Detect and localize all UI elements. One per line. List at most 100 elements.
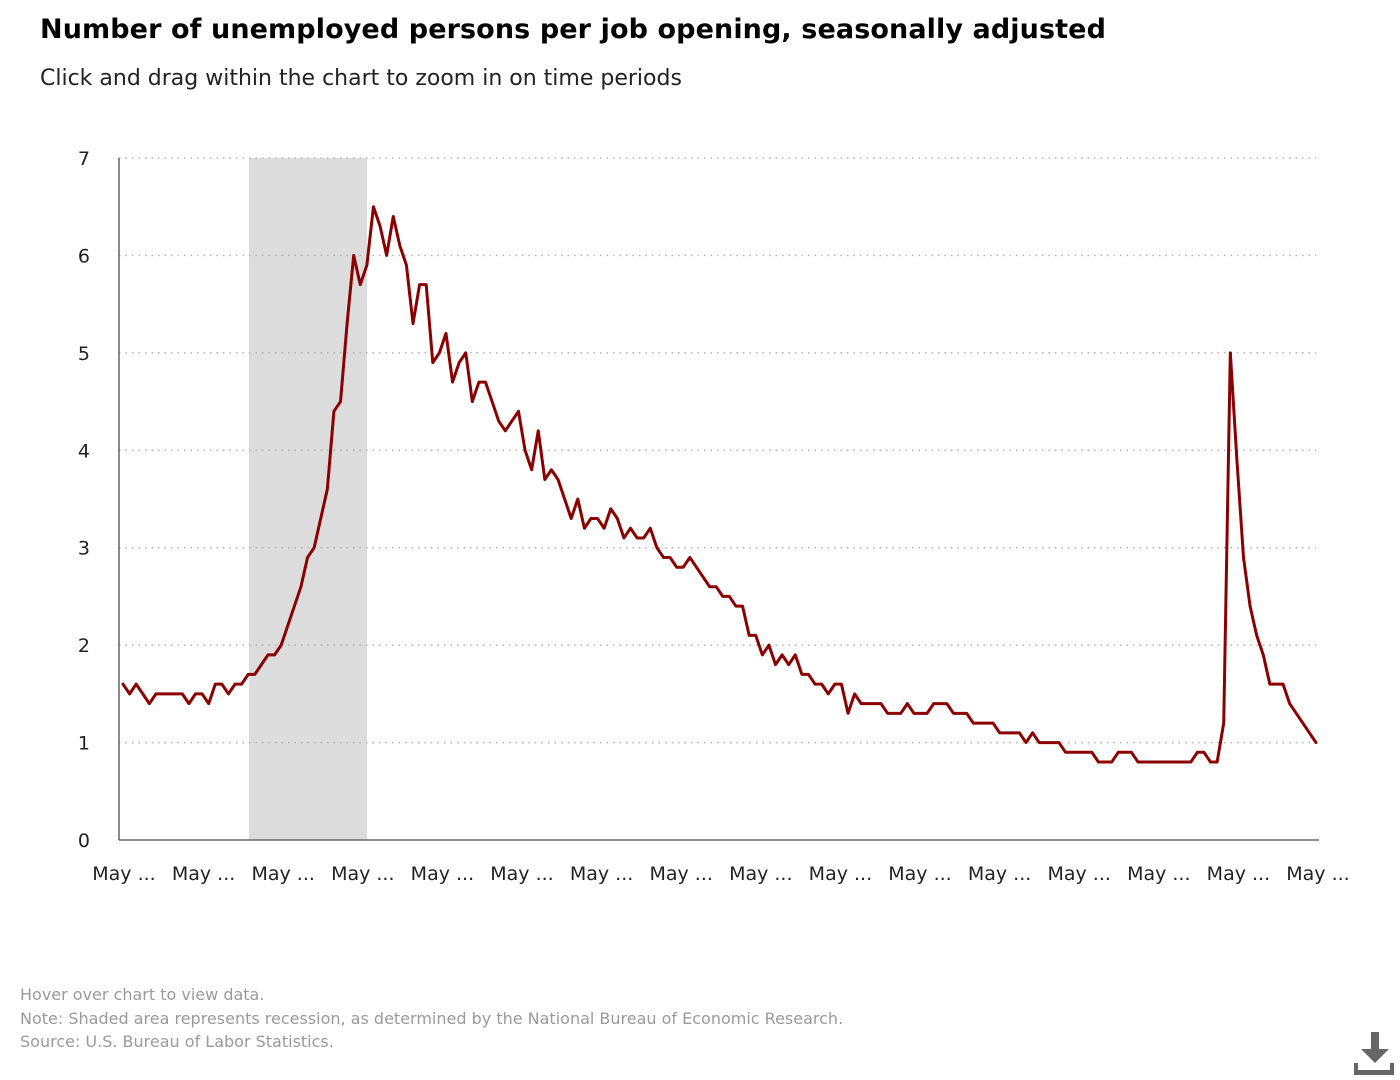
data-point[interactable]	[878, 701, 884, 707]
data-point[interactable]	[305, 554, 311, 560]
data-point[interactable]	[1280, 681, 1286, 687]
data-point[interactable]	[667, 554, 673, 560]
data-point[interactable]	[311, 545, 317, 551]
data-point[interactable]	[225, 691, 231, 697]
data-point[interactable]	[140, 691, 146, 697]
data-point[interactable]	[1049, 740, 1055, 746]
data-point[interactable]	[891, 710, 897, 716]
data-point[interactable]	[581, 525, 587, 531]
data-point[interactable]	[166, 691, 172, 697]
data-point[interactable]	[239, 681, 245, 687]
data-point[interactable]	[515, 408, 521, 414]
data-point[interactable]	[489, 399, 495, 405]
data-point[interactable]	[1016, 730, 1022, 736]
data-point[interactable]	[179, 691, 185, 697]
data-point[interactable]	[509, 418, 515, 424]
data-point[interactable]	[370, 204, 376, 210]
data-point[interactable]	[647, 525, 653, 531]
data-point[interactable]	[318, 515, 324, 521]
data-point[interactable]	[726, 593, 732, 599]
data-point[interactable]	[1214, 759, 1220, 765]
data-point[interactable]	[608, 506, 614, 512]
data-point[interactable]	[1128, 749, 1134, 755]
data-point[interactable]	[746, 632, 752, 638]
data-point[interactable]	[443, 330, 449, 336]
data-point[interactable]	[838, 681, 844, 687]
data-point[interactable]	[456, 360, 462, 366]
data-point[interactable]	[601, 525, 607, 531]
data-point[interactable]	[199, 691, 205, 697]
data-point[interactable]	[700, 574, 706, 580]
data-point[interactable]	[904, 701, 910, 707]
data-point[interactable]	[713, 584, 719, 590]
data-point[interactable]	[693, 564, 699, 570]
data-point[interactable]	[1010, 730, 1016, 736]
data-point[interactable]	[924, 710, 930, 716]
data-point[interactable]	[430, 360, 436, 366]
data-point[interactable]	[641, 535, 647, 541]
data-point[interactable]	[819, 681, 825, 687]
data-point[interactable]	[463, 350, 469, 356]
data-point[interactable]	[127, 691, 133, 697]
data-point[interactable]	[1063, 749, 1069, 755]
data-point[interactable]	[1161, 759, 1167, 765]
data-point[interactable]	[529, 467, 535, 473]
data-point[interactable]	[265, 652, 271, 658]
data-point[interactable]	[825, 691, 831, 697]
data-point[interactable]	[1188, 759, 1194, 765]
data-point[interactable]	[146, 701, 152, 707]
data-point[interactable]	[621, 535, 627, 541]
data-point[interactable]	[542, 477, 548, 483]
data-point[interactable]	[390, 213, 396, 219]
data-point[interactable]	[871, 701, 877, 707]
data-point[interactable]	[944, 701, 950, 707]
data-point[interactable]	[120, 681, 126, 687]
data-point[interactable]	[740, 603, 746, 609]
data-point[interactable]	[417, 282, 423, 288]
data-point[interactable]	[245, 671, 251, 677]
data-point[interactable]	[680, 564, 686, 570]
data-point[interactable]	[1102, 759, 1108, 765]
data-point[interactable]	[614, 515, 620, 521]
data-point[interactable]	[423, 282, 429, 288]
data-point[interactable]	[885, 710, 891, 716]
data-point[interactable]	[799, 671, 805, 677]
data-point[interactable]	[1260, 652, 1266, 658]
data-point[interactable]	[805, 671, 811, 677]
data-point[interactable]	[990, 720, 996, 726]
data-point[interactable]	[219, 681, 225, 687]
data-point[interactable]	[1221, 720, 1227, 726]
data-point[interactable]	[1076, 749, 1082, 755]
data-point[interactable]	[1043, 740, 1049, 746]
download-button[interactable]	[1352, 1030, 1396, 1076]
data-point[interactable]	[858, 701, 864, 707]
data-point[interactable]	[496, 418, 502, 424]
data-point[interactable]	[759, 652, 765, 658]
data-point[interactable]	[1247, 603, 1253, 609]
data-point[interactable]	[403, 262, 409, 268]
data-point[interactable]	[1036, 740, 1042, 746]
data-point[interactable]	[628, 525, 634, 531]
data-point[interactable]	[1115, 749, 1121, 755]
data-point[interactable]	[344, 321, 350, 327]
data-point[interactable]	[812, 681, 818, 687]
data-point[interactable]	[397, 243, 403, 249]
data-point[interactable]	[1254, 632, 1260, 638]
data-point[interactable]	[1023, 740, 1029, 746]
data-point[interactable]	[1234, 457, 1240, 463]
data-point[interactable]	[1194, 749, 1200, 755]
line-chart[interactable]: 0 1 2 3 4 5 6 7 May ... May ... May ... May ... May …	[0, 130, 1400, 910]
data-point[interactable]	[1148, 759, 1154, 765]
data-point[interactable]	[674, 564, 680, 570]
data-point[interactable]	[1142, 759, 1148, 765]
data-point[interactable]	[1168, 759, 1174, 765]
data-point[interactable]	[997, 730, 1003, 736]
data-point[interactable]	[1181, 759, 1187, 765]
data-point[interactable]	[562, 496, 568, 502]
data-point[interactable]	[950, 710, 956, 716]
data-point[interactable]	[410, 321, 416, 327]
data-point[interactable]	[931, 701, 937, 707]
data-point[interactable]	[206, 701, 212, 707]
data-point[interactable]	[773, 662, 779, 668]
data-point[interactable]	[568, 515, 574, 521]
